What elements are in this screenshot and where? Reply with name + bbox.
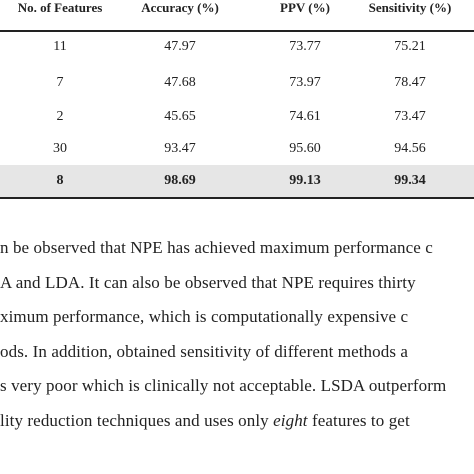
table-cell: 30	[53, 141, 67, 156]
table-cell: 73.77	[289, 39, 321, 54]
table-cell: 98.69	[164, 173, 196, 188]
header-cell: Accuracy (%)	[141, 0, 219, 15]
shaded-row	[0, 165, 474, 198]
table-cell: 94.56	[394, 141, 426, 156]
text-line: ods. In addition, obtained sensitivity o…	[0, 341, 409, 361]
table-cell: 75.21	[394, 39, 426, 54]
text-line: ximum performance, which is computationa…	[0, 307, 409, 326]
header-cell: PPV (%)	[280, 0, 330, 15]
table-cell: 47.68	[164, 75, 196, 90]
table-cell: 99.34	[394, 173, 426, 188]
header-cell: No. of Features	[17, 0, 103, 15]
table-cell: 47.97	[164, 39, 196, 54]
text-line: A and LDA. It can also be observed that …	[0, 272, 416, 292]
text-line: n be observed that NPE has achieved maxi…	[0, 238, 433, 257]
table-cell: 2	[56, 109, 64, 124]
emphasis: eight	[273, 410, 308, 430]
table-cell: 8	[56, 173, 64, 188]
text-line: s very poor which is clinically not acce…	[0, 376, 447, 395]
text: features to get	[307, 410, 410, 430]
table-cell: 73.97	[289, 75, 321, 90]
table-cell: 11	[53, 39, 67, 54]
bottom-rule	[0, 197, 474, 199]
table-cell: 93.47	[164, 141, 196, 156]
text: lity reduction techniques and uses only	[0, 410, 274, 430]
table-cell: 99.13	[289, 173, 321, 188]
table-cell: 78.47	[394, 75, 426, 90]
table-cell: 45.65	[164, 109, 196, 124]
table-cell: 7	[56, 75, 64, 90]
table-cell: 74.61	[289, 109, 321, 124]
table-cell: 95.60	[289, 141, 321, 156]
table-cell: 73.47	[394, 109, 426, 124]
header-rule	[0, 30, 474, 32]
header-cell: Sensitivity (%)	[368, 0, 452, 15]
text-line: lity reduction techniques and uses only …	[0, 411, 410, 431]
